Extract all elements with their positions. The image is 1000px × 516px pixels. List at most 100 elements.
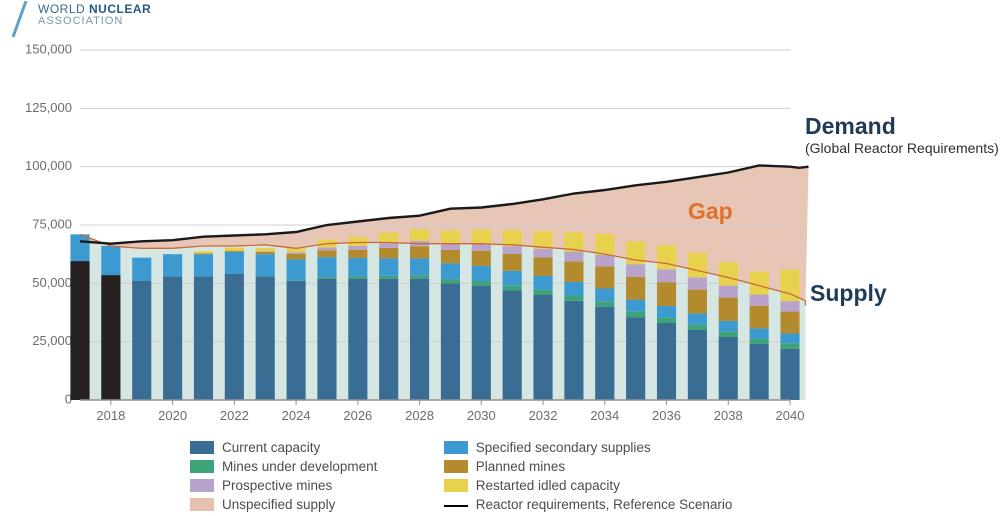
bar-secondary_supplies [564,282,583,296]
bar-secondary_supplies [256,254,275,276]
bar-secondary_supplies [194,254,213,276]
bar-planned_mines [503,254,522,271]
annotation-demand: Demand [805,113,896,140]
bar-prospective_mines [780,301,799,312]
bar-restarted_idled [348,237,367,246]
legend-label: Planned mines [476,457,565,477]
swatch-icon [444,441,468,454]
bar-planned_mines [410,246,429,258]
bar-planned_mines [379,248,398,259]
x-tick-label: 2028 [405,408,434,423]
legend-item: Prospective mines [190,476,440,495]
bar-current_capacity [626,317,645,400]
bar-planned_mines [441,250,460,264]
x-tick-label: 2020 [158,408,187,423]
bar-current_capacity [348,279,367,400]
bar-planned_mines [564,261,583,282]
bar-mines_under_dev [287,280,306,281]
legend-item: Unspecified supply [190,495,440,514]
bar-mines_under_dev [441,279,460,283]
supply-demand-chart: 025,00050,00075,000100,000125,000150,000… [0,0,1000,440]
bar-current_capacity [533,295,552,400]
bar-planned_mines [348,250,367,258]
bar-secondary_supplies [132,258,151,281]
bar-prospective_mines [256,251,275,252]
hist-production-bar [101,275,120,400]
bar-planned_mines [780,312,799,334]
bar-prospective_mines [688,277,707,289]
legend-label: Restarted idled capacity [476,476,620,496]
x-tick-label: 2034 [590,408,619,423]
bar-current_capacity [564,301,583,400]
bar-current_capacity [194,276,213,400]
bar-prospective_mines [626,264,645,277]
x-tick-label: 2030 [467,408,496,423]
legend-item: Planned mines [444,457,804,476]
bar-secondary_supplies [719,321,738,332]
bar-planned_mines [194,253,213,254]
bar-planned_mines [472,251,491,266]
bar-restarted_idled [750,272,769,295]
bar-current_capacity [472,286,491,400]
bar-mines_under_dev [533,290,552,295]
bar-mines_under_dev [780,343,799,348]
bar-current_capacity [163,276,182,400]
legend-item: Restarted idled capacity [444,476,804,495]
bar-restarted_idled [225,248,244,251]
bar-current_capacity [657,323,676,400]
bar-planned_mines [287,254,306,259]
bar-secondary_supplies [780,334,799,344]
bar-planned_mines [225,251,244,252]
swatch-icon [190,498,214,511]
bar-prospective_mines [595,255,614,267]
bar-prospective_mines [379,243,398,248]
bar-mines_under_dev [595,301,614,306]
bar-current_capacity [780,349,799,400]
bar-restarted_idled [256,248,275,251]
legend-label: Mines under development [222,457,377,477]
bar-prospective_mines [317,247,336,250]
legend-item: Current capacity [190,438,440,457]
y-tick-label: 25,000 [32,333,72,348]
bar-secondary_supplies [410,258,429,275]
legend-label: Specified secondary supplies [476,438,651,458]
bar-current_capacity [503,290,522,400]
bar-secondary_supplies [317,257,336,277]
bar-planned_mines [719,298,738,321]
swatch-icon [190,441,214,454]
bar-restarted_idled [688,253,707,278]
line-swatch-icon [444,498,468,511]
y-tick-label: 100,000 [25,158,72,173]
bar-secondary_supplies [688,313,707,324]
bar-secondary_supplies [595,288,614,301]
bar-restarted_idled [194,251,213,253]
bar-prospective_mines [657,269,676,282]
legend-label: Unspecified supply [222,495,335,515]
bar-planned_mines [657,282,676,306]
bar-mines_under_dev [564,295,583,300]
bar-restarted_idled [379,233,398,244]
bar-restarted_idled [719,262,738,285]
x-tick-label: 2032 [529,408,558,423]
swatch-icon [444,479,468,492]
bar-current_capacity [688,330,707,400]
bar-prospective_mines [348,246,367,250]
bar-secondary_supplies [225,252,244,274]
legend: Current capacityMines under developmentP… [190,438,804,514]
x-tick-label: 2018 [96,408,125,423]
bar-restarted_idled [657,245,676,269]
bar-planned_mines [626,277,645,300]
annotation-demand-sub: (Global Reactor Requirements) [805,140,999,156]
bar-restarted_idled [503,230,522,246]
y-tick-label: 150,000 [25,41,72,56]
bar-planned_mines [256,252,275,254]
annotation-supply: Supply [810,280,887,307]
bar-prospective_mines [287,252,306,254]
bar-secondary_supplies [348,258,367,277]
y-tick-label: 125,000 [25,100,72,115]
legend-item: Reactor requirements, Reference Scenario [444,495,804,514]
bar-mines_under_dev [348,277,367,279]
bar-secondary_supplies [163,254,182,276]
bar-current_capacity [595,307,614,400]
x-tick-label: 2038 [714,408,743,423]
